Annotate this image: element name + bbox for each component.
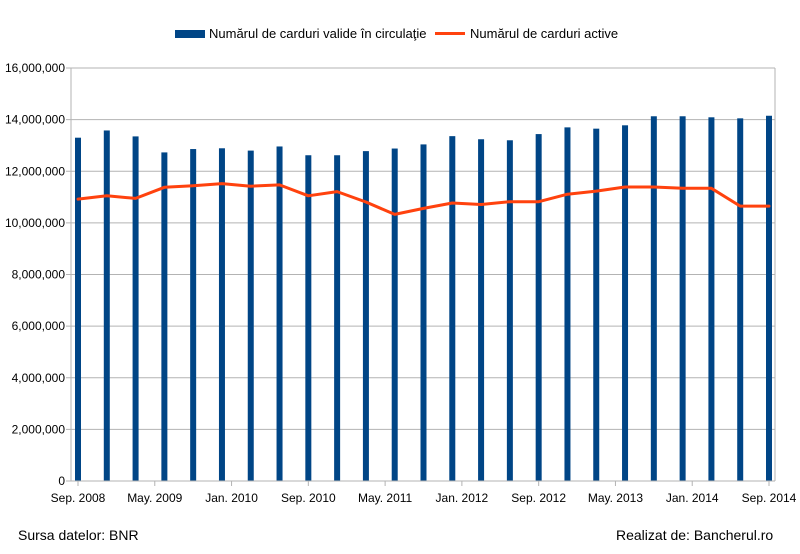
bar [535, 134, 542, 481]
bar [75, 137, 81, 481]
y-tick-label: 12,000,000 [5, 164, 65, 178]
y-tick-label: 6,000,000 [12, 319, 66, 333]
bar [305, 155, 312, 481]
author-note: Realizat de: Bancherul.ro [616, 527, 774, 543]
y-tick-label: 2,000,000 [12, 422, 66, 436]
x-tick-label: Sep. 2012 [511, 491, 566, 505]
bar [593, 128, 600, 482]
x-tick-label: May. 2013 [588, 491, 643, 505]
bar [334, 155, 341, 481]
y-tick-label: 0 [58, 474, 65, 488]
x-tick-label: Sep. 2010 [281, 491, 336, 505]
bar-series [75, 115, 772, 482]
x-tick-label: Jan. 2012 [436, 491, 489, 505]
x-axis-ticks: Sep. 2008 May. 2009 Jan. 2010 Sep. 2010 May.… [51, 481, 797, 505]
bar [766, 115, 772, 482]
line-series [76, 182, 771, 216]
bar [391, 148, 398, 481]
x-tick-label: May. 2011 [358, 491, 413, 505]
bar [506, 140, 513, 481]
bar [708, 117, 715, 481]
legend-swatch-line [435, 32, 465, 35]
y-tick-label: 4,000,000 [12, 371, 66, 385]
line-series-path [76, 182, 771, 216]
bar [247, 150, 254, 481]
bar [276, 146, 283, 481]
bar [161, 152, 168, 482]
bar [564, 127, 571, 482]
legend-swatch-bar [175, 29, 205, 38]
legend-label-cards-valid: Numărul de carduri valide în circulaţie [209, 26, 427, 41]
bar [190, 149, 197, 481]
bar [362, 151, 369, 481]
y-tick-label: 14,000,000 [5, 113, 65, 127]
bar [478, 139, 485, 481]
bar [650, 116, 657, 481]
bar [737, 118, 744, 481]
bar [132, 136, 139, 481]
x-tick-label: Jan. 2014 [666, 491, 719, 505]
legend-item-cards-valid: Numărul de carduri valide în circulaţie [175, 26, 426, 41]
x-tick-label: May. 2009 [127, 491, 182, 505]
x-tick-label: Jan. 2010 [205, 491, 258, 505]
y-tick-label: 16,000,000 [5, 61, 65, 75]
bar [103, 130, 110, 481]
bar [622, 125, 629, 482]
bar [679, 116, 686, 481]
bar [449, 136, 456, 481]
x-tick-label: Sep. 2008 [51, 491, 106, 505]
legend: Numărul de carduri valide în circulaţie … [0, 26, 800, 46]
bar [420, 144, 427, 481]
legend-label-cards-active: Numărul de carduri active [470, 26, 619, 41]
source-note: Sursa datelor: BNR [18, 527, 139, 543]
y-axis-ticks: 0 2,000,000 4,000,000 6,000,000 8,000,000 10,… [5, 61, 71, 488]
legend-item-cards-active: Numărul de carduri active [435, 26, 618, 41]
bar [218, 148, 225, 482]
y-tick-label: 8,000,000 [12, 268, 66, 282]
x-tick-label: Sep. 2014 [742, 491, 797, 505]
y-tick-label: 10,000,000 [5, 216, 65, 230]
